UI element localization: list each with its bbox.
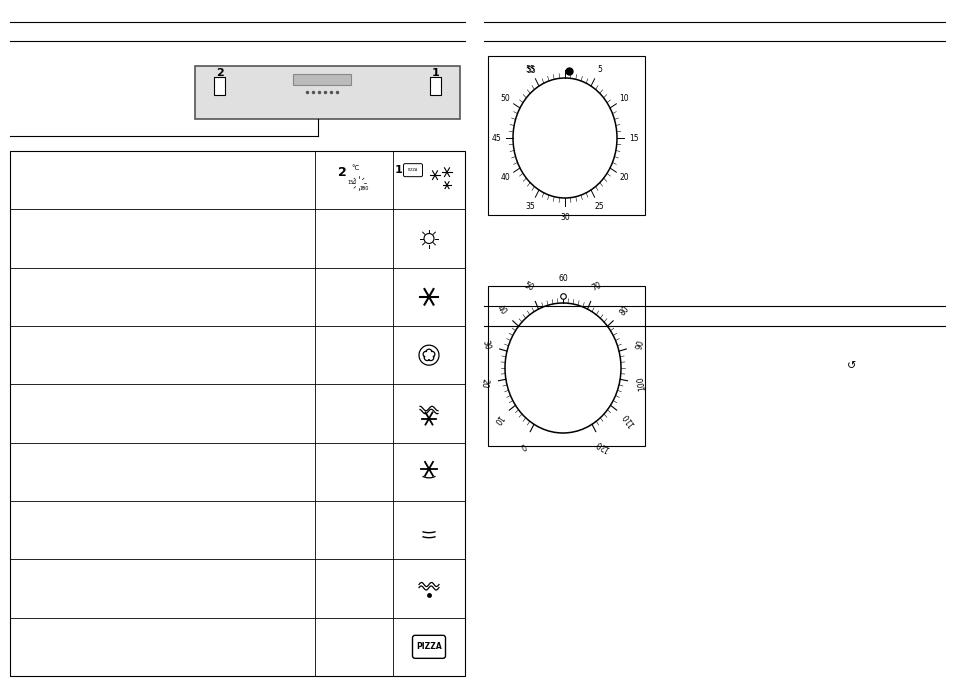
Text: 90: 90 xyxy=(634,339,645,350)
Text: 100: 100 xyxy=(359,186,368,191)
Text: 0: 0 xyxy=(518,441,527,451)
Text: 1: 1 xyxy=(432,68,439,78)
FancyBboxPatch shape xyxy=(403,164,422,177)
Text: 45: 45 xyxy=(491,133,500,142)
Text: 20: 20 xyxy=(619,173,629,182)
Text: 35: 35 xyxy=(525,202,535,211)
Text: 1: 1 xyxy=(395,165,402,175)
Text: 55: 55 xyxy=(526,66,536,75)
Text: PIZZA: PIZZA xyxy=(408,168,417,172)
Text: 50: 50 xyxy=(500,94,510,103)
Ellipse shape xyxy=(504,303,620,433)
Text: 50: 50 xyxy=(522,281,535,293)
Bar xyxy=(293,74,351,85)
Text: 120: 120 xyxy=(594,438,611,453)
Text: 2: 2 xyxy=(216,68,224,78)
Text: 55: 55 xyxy=(525,65,535,74)
Text: 60: 60 xyxy=(558,274,567,283)
Text: 100: 100 xyxy=(636,376,647,392)
FancyBboxPatch shape xyxy=(194,66,459,119)
Text: 30: 30 xyxy=(559,213,569,222)
FancyBboxPatch shape xyxy=(412,635,445,659)
Text: ↺: ↺ xyxy=(846,361,856,371)
Text: 5: 5 xyxy=(597,65,601,74)
Text: 80: 80 xyxy=(618,304,630,317)
Text: 25: 25 xyxy=(594,202,603,211)
Text: 2: 2 xyxy=(337,166,346,179)
Text: 40: 40 xyxy=(500,173,510,182)
Ellipse shape xyxy=(513,78,617,198)
Text: 40: 40 xyxy=(495,304,508,317)
Text: °C: °C xyxy=(352,165,359,171)
Text: PIZZA: PIZZA xyxy=(416,643,441,652)
Text: 110: 110 xyxy=(620,411,636,428)
Text: 10: 10 xyxy=(491,413,503,426)
Text: 10: 10 xyxy=(619,94,629,103)
Bar xyxy=(213,77,225,95)
Bar xyxy=(488,286,644,446)
Text: 20: 20 xyxy=(478,378,489,389)
Bar xyxy=(10,151,464,676)
Bar xyxy=(430,77,440,95)
Text: 70: 70 xyxy=(590,281,602,293)
Bar xyxy=(488,56,644,215)
Text: 150: 150 xyxy=(347,180,356,184)
Text: 15: 15 xyxy=(628,133,638,142)
Text: 30: 30 xyxy=(479,339,491,350)
